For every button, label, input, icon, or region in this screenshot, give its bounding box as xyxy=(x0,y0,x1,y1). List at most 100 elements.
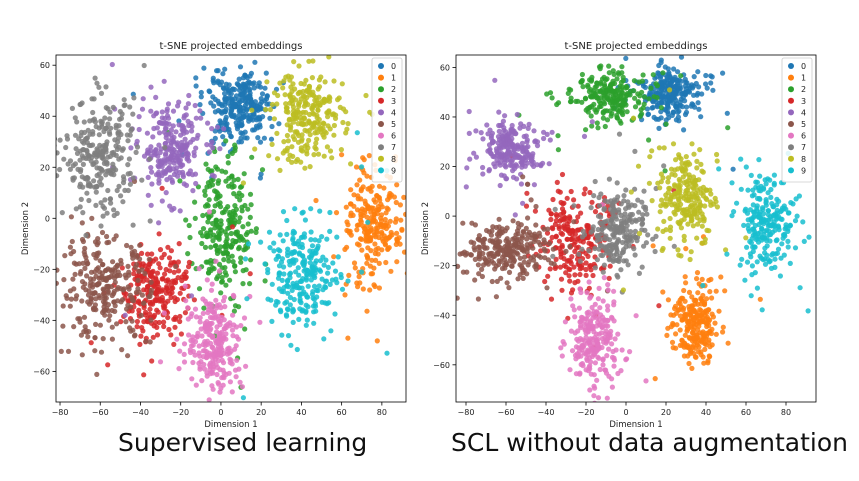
data-point xyxy=(332,115,339,121)
data-point xyxy=(230,86,236,92)
data-point xyxy=(237,107,243,113)
data-point xyxy=(251,80,257,86)
data-point xyxy=(305,102,311,108)
data-point xyxy=(77,204,83,210)
data-point xyxy=(193,382,199,388)
data-point xyxy=(68,214,74,220)
data-point xyxy=(251,85,257,91)
data-point xyxy=(687,351,693,357)
data-point xyxy=(702,346,708,352)
data-point xyxy=(598,252,604,258)
data-point xyxy=(558,276,565,282)
data-point xyxy=(635,163,642,169)
data-point xyxy=(74,119,80,125)
data-point xyxy=(655,226,661,232)
data-point xyxy=(230,312,236,318)
data-point xyxy=(570,287,576,293)
data-point xyxy=(229,224,236,230)
data-point xyxy=(92,348,98,354)
data-point xyxy=(107,196,113,202)
data-point xyxy=(680,307,686,313)
data-point xyxy=(348,201,354,207)
data-point xyxy=(398,217,404,223)
data-point xyxy=(472,277,478,283)
data-point xyxy=(583,260,589,266)
data-point xyxy=(165,101,172,107)
data-point xyxy=(577,266,583,272)
data-point xyxy=(620,287,627,293)
data-point xyxy=(358,236,365,242)
data-point xyxy=(78,196,84,202)
data-point xyxy=(373,257,379,263)
data-point xyxy=(599,226,605,232)
data-point xyxy=(168,260,174,266)
data-point xyxy=(632,203,638,209)
data-point xyxy=(592,385,598,391)
data-point xyxy=(509,132,515,138)
data-point xyxy=(681,233,687,239)
data-point xyxy=(559,353,565,359)
data-point xyxy=(611,355,617,361)
data-point xyxy=(81,119,87,125)
data-point xyxy=(473,128,479,134)
legend-label: 3 xyxy=(391,97,396,106)
data-point xyxy=(682,332,688,338)
data-point xyxy=(327,148,334,154)
data-point xyxy=(699,276,705,282)
data-point xyxy=(73,261,79,267)
data-point xyxy=(144,150,150,156)
data-point xyxy=(243,73,249,79)
data-point xyxy=(545,273,551,279)
data-point xyxy=(331,78,337,84)
data-point xyxy=(509,122,515,129)
data-point xyxy=(183,217,189,223)
data-point xyxy=(609,99,615,105)
data-point xyxy=(486,142,493,148)
data-point xyxy=(142,271,148,277)
data-point xyxy=(156,284,162,290)
data-point xyxy=(754,259,760,265)
data-point xyxy=(168,132,174,138)
data-point xyxy=(698,114,704,120)
data-point xyxy=(193,314,199,320)
data-point xyxy=(364,308,370,314)
data-point xyxy=(281,285,287,291)
data-point xyxy=(604,395,610,401)
data-point xyxy=(606,63,612,69)
data-point xyxy=(280,238,286,244)
data-point xyxy=(569,254,575,260)
data-point xyxy=(549,129,555,135)
data-point xyxy=(367,109,373,115)
data-point xyxy=(691,92,697,98)
data-point xyxy=(604,353,610,359)
data-point xyxy=(558,345,564,351)
data-point xyxy=(159,115,165,121)
data-point xyxy=(98,90,105,96)
data-point xyxy=(295,265,301,271)
data-point xyxy=(683,79,689,85)
data-point xyxy=(562,319,569,325)
data-point xyxy=(163,290,169,296)
data-point xyxy=(367,287,373,293)
data-point xyxy=(335,254,341,260)
data-point xyxy=(577,258,583,264)
data-point xyxy=(189,128,195,134)
data-point xyxy=(709,295,715,301)
data-point xyxy=(248,257,254,263)
data-point xyxy=(193,75,199,81)
data-point xyxy=(576,251,582,257)
data-point xyxy=(750,248,756,255)
data-point xyxy=(220,334,226,340)
data-point xyxy=(149,169,155,175)
data-point xyxy=(149,251,155,257)
data-point xyxy=(168,286,175,292)
data-point xyxy=(600,269,606,275)
data-point xyxy=(285,290,291,296)
data-point xyxy=(698,161,704,167)
data-point xyxy=(355,193,361,199)
data-point xyxy=(706,340,712,346)
data-point xyxy=(326,55,332,60)
data-point xyxy=(708,191,714,197)
data-point xyxy=(109,336,115,342)
data-point xyxy=(506,239,512,245)
